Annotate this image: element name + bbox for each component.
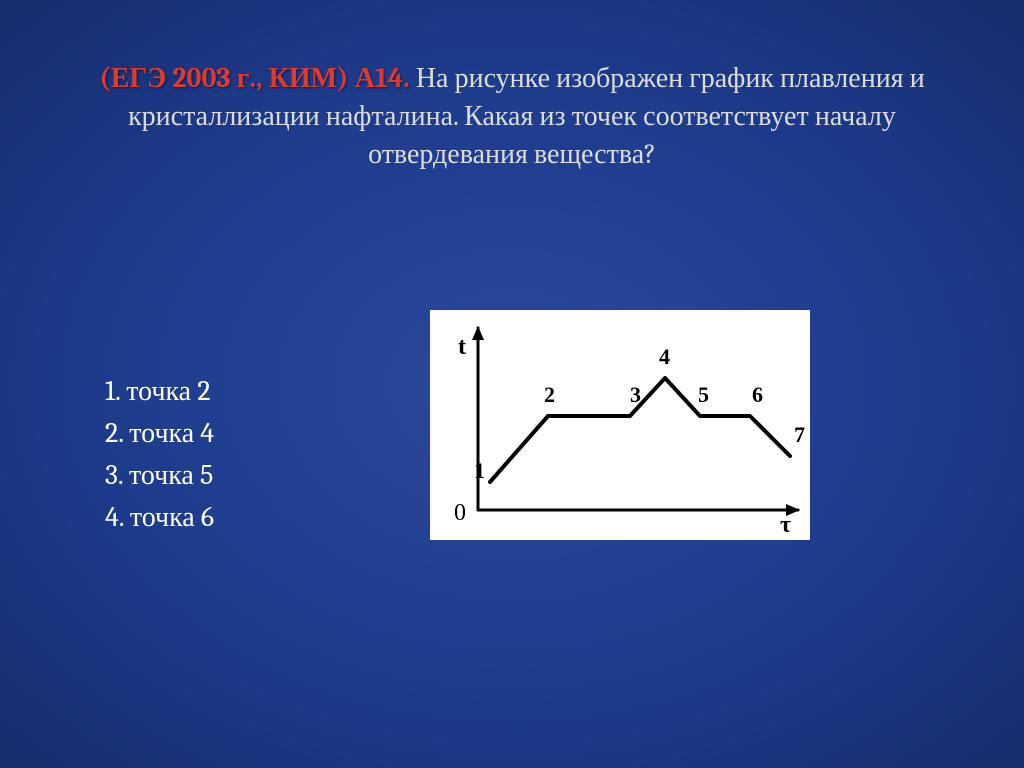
question-title: (ЕГЭ 2003 г., КИМ) А14. На рисунке изобр…: [0, 0, 1024, 173]
slide: (ЕГЭ 2003 г., КИМ) А14. На рисунке изобр…: [0, 0, 1024, 768]
svg-text:5: 5: [698, 382, 709, 407]
svg-text:t: t: [458, 334, 466, 360]
svg-text:0: 0: [454, 500, 466, 526]
chart-svg: 1 2 34 5 6 7 t τ 0: [430, 310, 810, 540]
svg-text:7: 7: [794, 422, 805, 447]
svg-text:6: 6: [752, 382, 763, 407]
chart: 1 2 34 5 6 7 t τ 0: [430, 310, 810, 540]
svg-text:1: 1: [474, 458, 485, 483]
answer-option: 2. точка 4: [105, 412, 214, 454]
svg-text:τ: τ: [780, 512, 791, 538]
answer-list: 1. точка 2 2. точка 4 3. точка 5 4. точк…: [105, 370, 214, 538]
title-strong: (ЕГЭ 2003 г., КИМ) А14.: [99, 62, 409, 94]
answer-option: 4. точка 6: [105, 496, 214, 538]
svg-text:2: 2: [544, 382, 555, 407]
answer-option: 3. точка 5: [105, 454, 214, 496]
svg-text:4: 4: [659, 344, 670, 369]
svg-text:3: 3: [630, 382, 641, 407]
answer-option: 1. точка 2: [105, 370, 214, 412]
